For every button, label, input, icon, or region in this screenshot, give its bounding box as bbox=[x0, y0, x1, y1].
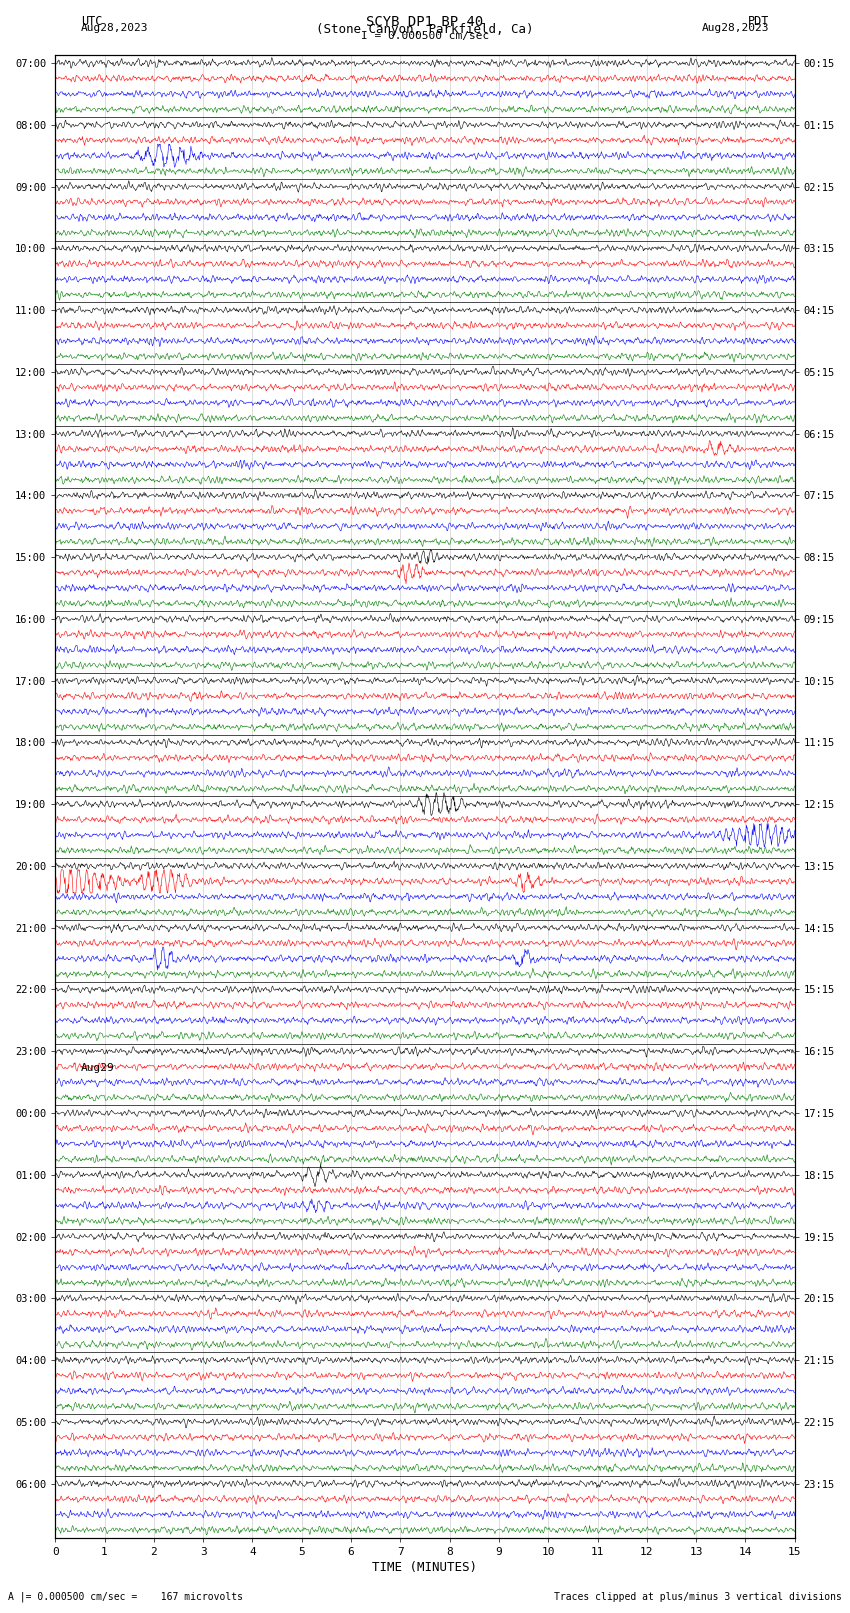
Text: UTC: UTC bbox=[81, 16, 102, 29]
Text: A |= 0.000500 cm/sec =    167 microvolts: A |= 0.000500 cm/sec = 167 microvolts bbox=[8, 1590, 243, 1602]
Text: Aug28,2023: Aug28,2023 bbox=[81, 24, 148, 34]
Text: I = 0.000500 cm/sec: I = 0.000500 cm/sec bbox=[361, 31, 489, 42]
X-axis label: TIME (MINUTES): TIME (MINUTES) bbox=[372, 1561, 478, 1574]
Text: SCYB DP1 BP 40: SCYB DP1 BP 40 bbox=[366, 16, 484, 29]
Text: (Stone Canyon, Parkfield, Ca): (Stone Canyon, Parkfield, Ca) bbox=[316, 24, 534, 37]
Text: PDT: PDT bbox=[748, 16, 769, 29]
Text: Aug29: Aug29 bbox=[81, 1063, 115, 1073]
Text: Traces clipped at plus/minus 3 vertical divisions: Traces clipped at plus/minus 3 vertical … bbox=[553, 1592, 842, 1602]
Text: Aug28,2023: Aug28,2023 bbox=[702, 24, 769, 34]
